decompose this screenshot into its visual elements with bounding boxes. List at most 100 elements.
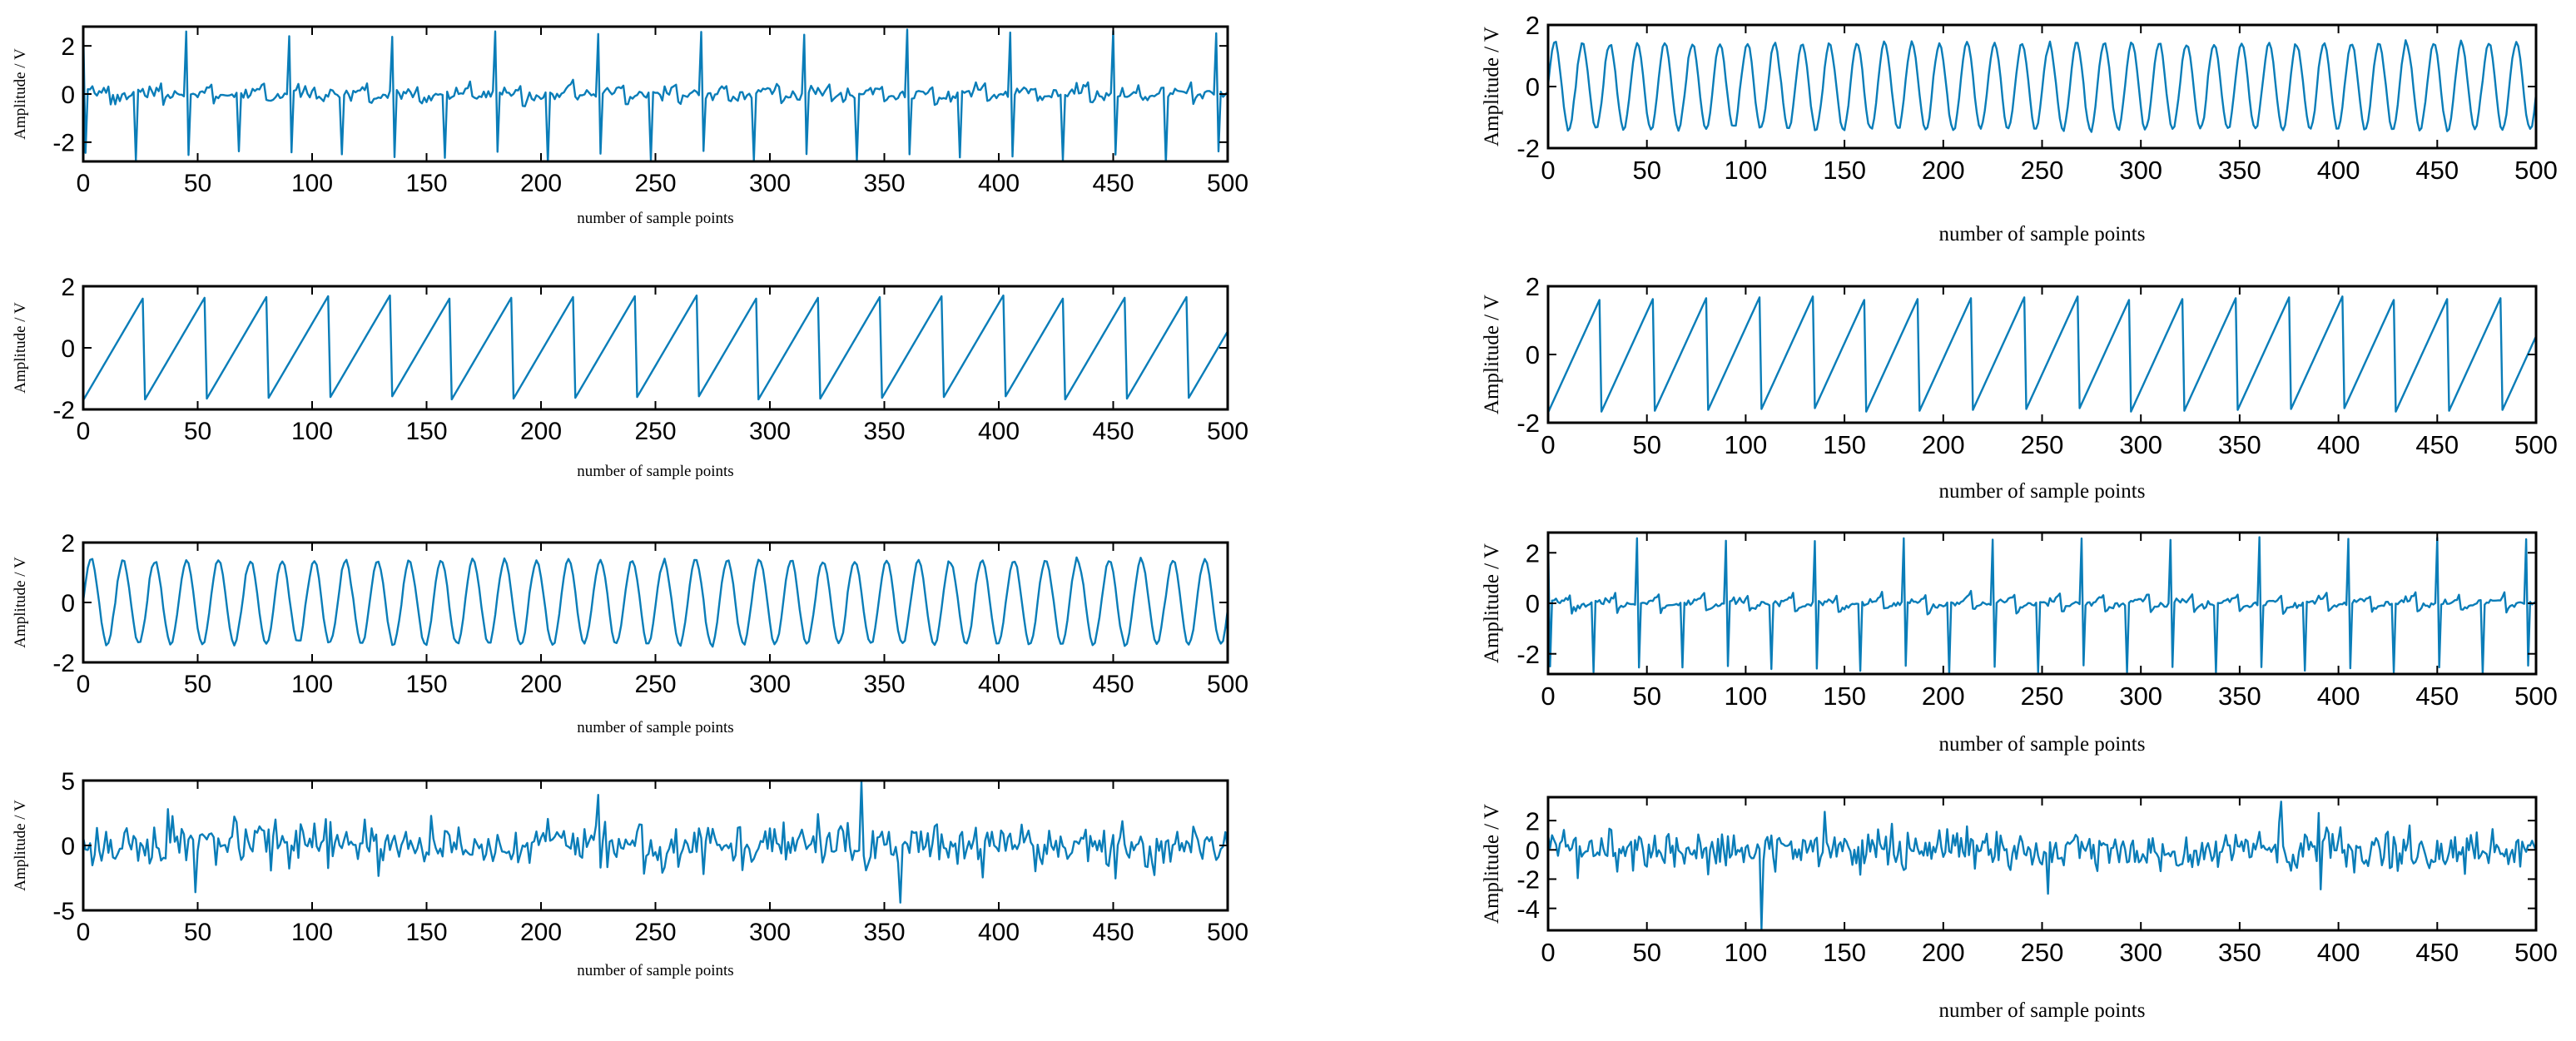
x-tick-label: 100 [1725,156,1768,185]
subplot-right-2: 0 50 100 150 200 250 300 350 400 450 500-202number… [1481,272,2558,503]
axes-frame-left-2 [82,285,1229,411]
x-axis-label: number of sample points [577,962,733,979]
x-tick-label: 300 [749,418,791,445]
x-tick-label: 500 [1207,418,1248,445]
y-tick-label: 0 [1526,340,1540,369]
x-tick-label: 250 [634,919,676,946]
x-tick-label: 150 [1823,156,1866,185]
y-tick-label: 2 [1526,538,1540,568]
x-tick-label: 150 [1823,938,1866,967]
subplot-right-3: 0 50 100 150 200 250 300 350 400 450 500-202number… [1481,531,2558,756]
x-tick-label: 200 [1922,682,1965,711]
x-axis-label: number of sample points [577,463,733,480]
x-tick-label: 0 [77,418,91,445]
series-line-left-3 [83,556,1228,648]
x-tick-label: 50 [184,671,211,698]
y-tick-label: -4 [1516,895,1540,924]
x-tick-label: 200 [520,919,562,946]
y-tick-label: -2 [1516,640,1540,669]
x-tick-label: 350 [863,170,905,197]
x-tick-label: 300 [2119,156,2162,185]
x-tick-label: 200 [520,170,562,197]
y-tick-label: 0 [1526,72,1540,102]
x-tick-label: 250 [634,170,676,197]
x-tick-label: 50 [184,170,211,197]
y-tick-label: 2 [61,33,75,61]
x-tick-label: 450 [2415,682,2459,711]
x-tick-label: 300 [749,671,791,698]
x-tick-label: 350 [863,671,905,698]
x-tick-label: 450 [2415,938,2459,967]
x-tick-label: 50 [184,919,211,946]
series-line-right-3 [1548,536,2536,674]
x-tick-label: 350 [863,919,905,946]
x-tick-label: 400 [978,170,1020,197]
y-tick-label: 2 [61,530,75,558]
x-tick-label: 400 [2317,682,2360,711]
y-tick-label: 0 [61,82,75,109]
x-axis-label: number of sample points [577,719,733,736]
x-tick-label: 200 [1922,938,1965,967]
subplot-left-3: 0 50 100 150 200 250 300 350 400 450 500-202number… [12,530,1248,736]
x-tick-label: 150 [1823,682,1866,711]
y-tick-label: -2 [52,130,75,157]
x-tick-label: 500 [2514,682,2558,711]
x-tick-label: 150 [405,418,447,445]
axes-frame-left-1 [82,25,1229,163]
x-tick-label: 100 [1725,430,1768,459]
x-tick-label: 200 [1922,156,1965,185]
y-tick-label: 2 [1526,272,1540,301]
series-line-right-1 [1548,39,2536,133]
x-tick-label: 350 [2218,682,2261,711]
x-tick-label: 100 [1725,682,1768,711]
x-tick-label: 50 [1632,156,1660,185]
x-tick-label: 500 [2514,156,2558,185]
y-tick-label: -5 [52,898,75,925]
x-tick-label: 250 [2021,938,2064,967]
x-tick-label: 150 [405,671,447,698]
series-line-left-2 [83,294,1228,401]
y-tick-label: 0 [1526,589,1540,618]
x-tick-label: 450 [1092,671,1134,698]
series-line-left-4 [83,781,1228,904]
x-tick-label: 100 [291,170,333,197]
x-tick-label: 100 [291,418,333,445]
series-line-right-4 [1548,801,2536,930]
y-tick-label: -2 [52,397,75,424]
x-tick-label: 400 [2317,430,2360,459]
x-tick-label: 0 [77,919,91,946]
x-tick-label: 300 [2119,430,2162,459]
x-tick-label: 500 [2514,938,2558,967]
x-tick-label: 0 [1541,156,1555,185]
x-tick-label: 400 [2317,156,2360,185]
y-axis-label: Amplitude / V [12,557,29,648]
x-tick-label: 50 [1632,938,1660,967]
x-tick-label: 250 [634,418,676,445]
y-tick-label: 0 [61,833,75,860]
x-tick-label: 400 [978,919,1020,946]
x-axis-label: number of sample points [577,210,733,227]
x-tick-label: 250 [2021,430,2064,459]
subplot-right-1: 0 50 100 150 200 250 300 350 400 450 500-202number… [1481,11,2558,245]
y-axis-label: Amplitude / V [12,48,29,140]
y-axis-label: Amplitude / V [1481,804,1503,924]
series-line-left-1 [83,28,1228,161]
x-tick-label: 100 [291,919,333,946]
x-tick-label: 0 [77,671,91,698]
x-tick-label: 500 [1207,170,1248,197]
x-tick-label: 0 [1541,430,1555,459]
x-tick-label: 0 [1541,682,1555,711]
x-tick-label: 200 [1922,430,1965,459]
x-tick-label: 200 [520,671,562,698]
subplot-left-1: 0 50 100 150 200 250 300 350 400 450 500-202number… [12,25,1248,227]
y-tick-label: -2 [1516,865,1540,895]
x-tick-label: 450 [2415,430,2459,459]
x-tick-label: 100 [291,671,333,698]
y-tick-label: -2 [52,650,75,677]
x-tick-label: 250 [634,671,676,698]
x-tick-label: 50 [1632,430,1660,459]
x-axis-label: number of sample points [1939,480,2146,503]
x-axis-label: number of sample points [1939,999,2146,1022]
y-tick-label: -2 [1516,134,1540,163]
